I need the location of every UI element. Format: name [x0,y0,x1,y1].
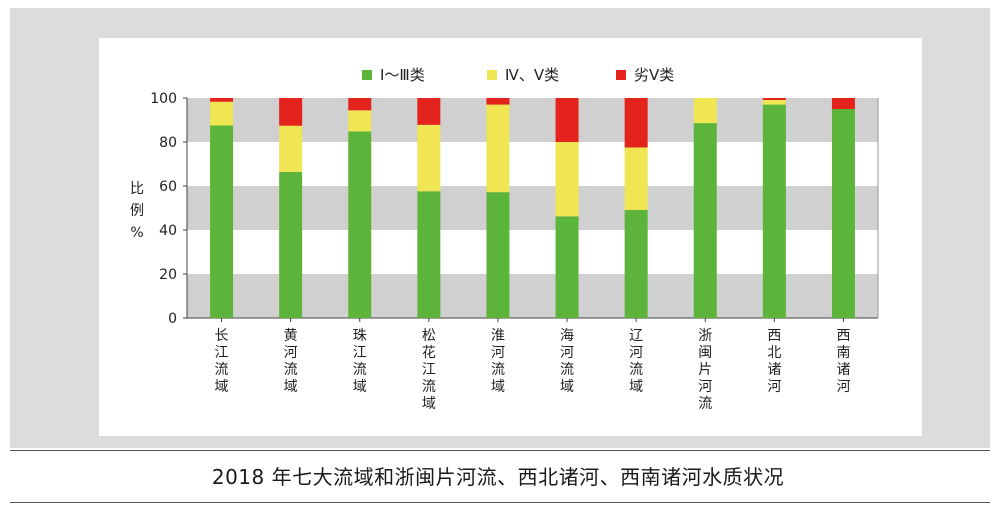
y-tick-label: 0 [168,311,177,327]
x-tick-label: 长 [215,328,229,344]
x-tick-label: 河 [284,345,298,361]
bar-segment-1 [624,209,648,318]
bar-segment-3 [486,98,510,105]
caption-rule-bottom [10,502,990,503]
x-tick-label: 北 [767,345,781,361]
bar-segment-2 [555,142,579,217]
x-tick-label: 闽 [698,345,712,361]
x-tick-label: 河 [767,379,781,395]
bar-segment-1 [831,109,855,318]
bar-segment-3 [279,98,303,126]
figure-panel: 0 20 40 60 80 100 比例% 长江流域黄河流域珠江流域松花江流域淮河流域海河流域… [10,8,990,448]
bar-segment-2 [624,147,648,210]
bar-segment-1 [555,216,579,318]
bar-segment-3 [417,98,441,125]
legend-swatch [616,70,626,80]
legend-label: Ⅰ～Ⅲ类 [380,66,425,84]
bar-segment-1 [210,125,234,318]
y-tick-label: 100 [150,91,177,107]
x-tick-label: 片 [698,362,712,378]
y-tick-label: 40 [159,223,177,239]
x-tick-label: 域 [215,379,229,395]
x-tick-label: 淮 [491,328,505,344]
grid-band [187,98,878,142]
x-tick-label: 河 [491,345,505,361]
x-tick-label: 诸 [767,362,781,378]
x-tick-label: 黄 [284,327,298,344]
y-axis-label: 比 [130,181,144,197]
bar-segment-2 [348,110,372,132]
x-tick-label: 域 [422,396,436,412]
x-tick-label: 江 [215,345,229,361]
bar-segment-3 [555,98,579,142]
y-tick-label: 60 [159,179,177,195]
y-tick-label: 20 [159,267,177,283]
caption-rule-top [10,450,990,451]
chart: 020406080100比例%长江流域黄河流域珠江流域松花江流域淮河流域海河流域… [130,66,879,412]
x-tick-label: 流 [560,362,574,378]
bar-segment-1 [762,104,786,318]
bar-segment-3 [210,98,234,102]
y-tick-label: 80 [159,135,177,151]
bar-segment-3 [348,98,372,111]
legend-label: Ⅳ、Ⅴ类 [505,66,559,84]
grid-band [187,274,878,318]
bar-segment-3 [831,98,855,109]
x-tick-label: 河 [629,345,643,361]
x-tick-label: 流 [629,362,643,378]
x-tick-label: 辽 [629,328,643,344]
bar-segment-2 [486,104,510,193]
x-tick-label: 松 [422,328,436,344]
x-tick-label: 域 [284,379,298,395]
x-tick-label: 浙 [698,328,712,344]
y-axis-label: % [130,225,143,241]
x-tick-label: 南 [836,345,850,361]
grid-band [187,186,878,230]
x-tick-label: 域 [491,379,505,395]
figure-caption: 2018 年七大流域和浙闽片河流、西北诸河、西南诸河水质状况 [211,465,785,489]
grid-band [187,142,878,186]
x-tick-label: 河 [836,379,850,395]
bar-segment-1 [693,123,717,318]
x-tick-label: 流 [284,362,298,378]
x-tick-label: 流 [491,362,505,378]
y-axis-label: 例 [130,203,144,219]
x-tick-label: 江 [422,362,436,378]
x-tick-label: 河 [698,379,712,395]
x-tick-label: 域 [560,379,574,395]
x-tick-label: 海 [560,328,574,344]
x-tick-label: 流 [353,362,367,378]
bar-segment-1 [348,131,372,318]
bar-segment-2 [210,101,234,126]
x-tick-label: 域 [353,379,367,395]
x-tick-label: 河 [560,345,574,361]
bar-segment-2 [279,125,303,172]
x-tick-label: 西 [767,328,781,344]
bar-segment-1 [486,192,510,318]
x-tick-label: 珠 [353,328,367,344]
bar-segment-1 [279,171,303,318]
legend-swatch [487,70,497,80]
grid-band [187,230,878,274]
bar-segment-2 [762,99,786,105]
bar-segment-3 [624,98,648,148]
chart-card: 0 20 40 60 80 100 比例% 长江流域黄河流域珠江流域松花江流域淮河流域海河流域… [99,38,922,436]
x-tick-label: 花 [422,345,436,361]
x-tick-label: 流 [215,362,229,378]
x-tick-label: 流 [422,379,436,395]
legend-label: 劣Ⅴ类 [634,66,674,84]
x-tick-label: 西 [836,328,850,344]
x-tick-label: 流 [698,396,712,412]
legend-swatch [362,70,372,80]
x-tick-label: 江 [353,345,367,361]
x-tick-label: 域 [629,379,643,395]
bar-segment-1 [417,191,441,318]
bar-segment-2 [693,98,717,124]
bar-segment-3 [762,98,786,100]
x-tick-label: 诸 [836,362,850,378]
bar-segment-2 [417,124,441,192]
